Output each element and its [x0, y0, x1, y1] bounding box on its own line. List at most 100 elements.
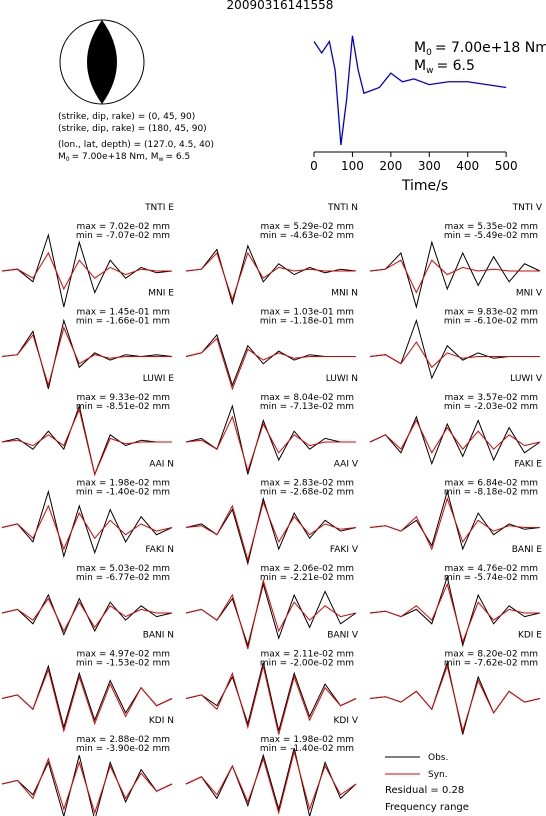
- mechanism-line: (lon., lat, depth) = (127.0, 4.5, 40): [58, 140, 214, 150]
- station-label: FAKI V: [330, 545, 359, 555]
- station-label: TNTI E: [144, 203, 174, 213]
- station-label: AAI N: [149, 460, 174, 470]
- syn-trace: [1, 597, 172, 633]
- min-label: min = -7.13e-02 mm: [260, 402, 354, 412]
- syn-trace: [369, 341, 540, 369]
- min-label: min = -6.10e-02 mm: [444, 317, 538, 327]
- min-label: min = -8.51e-02 mm: [76, 402, 170, 412]
- max-label: max = 1.45e-01 mm: [76, 308, 170, 318]
- syn-trace: [185, 578, 357, 650]
- min-label: min = -1.66e-01 mm: [76, 317, 170, 327]
- station-label: BANI N: [143, 631, 174, 641]
- mechanism-line: (strike, dip, rake) = (180, 45, 90): [58, 124, 207, 134]
- syn-trace: [185, 337, 356, 391]
- max-label: max = 4.97e-02 mm: [76, 650, 170, 660]
- max-label: max = 1.98e-02 mm: [76, 479, 170, 489]
- min-label: min = -1.53e-02 mm: [76, 659, 170, 669]
- obs-trace: [1, 233, 173, 308]
- obs-trace: [185, 747, 357, 816]
- min-label: min = -2.03e-02 mm: [444, 402, 538, 412]
- legend-label: Obs.: [428, 753, 448, 763]
- max-label: max = 4.76e-02 mm: [444, 564, 538, 574]
- max-label: max = 1.03e-01 mm: [260, 308, 354, 318]
- obs-trace: [369, 415, 541, 466]
- min-label: min = -2.68e-02 mm: [260, 488, 354, 498]
- obs-trace: [185, 404, 356, 475]
- min-label: min = -7.07e-02 mm: [76, 231, 170, 241]
- min-label: min = -1.40e-02 mm: [76, 488, 170, 498]
- obs-trace: [1, 664, 173, 730]
- max-label: max = 9.33e-02 mm: [76, 393, 170, 403]
- max-label: max = 2.83e-02 mm: [260, 479, 354, 489]
- beachball: [59, 19, 145, 105]
- max-label: max = 5.03e-02 mm: [76, 564, 170, 574]
- x-tick-label: 0: [310, 159, 318, 173]
- station-label: KDI N: [149, 716, 174, 726]
- x-tick-label: 200: [379, 159, 402, 173]
- syn-trace: [1, 251, 172, 291]
- legend-label: Syn.: [428, 770, 448, 780]
- max-label: max = 9.83e-02 mm: [444, 308, 538, 318]
- stf-line: [313, 35, 507, 146]
- syn-trace: [369, 582, 540, 644]
- syn-trace: [369, 664, 541, 733]
- syn-trace: [369, 497, 540, 551]
- station-label: BANI E: [512, 545, 543, 555]
- max-label: max = 2.88e-02 mm: [76, 735, 170, 745]
- moment-line: M0 = 7.00e+18 Nm, Mw = 6.5: [58, 152, 190, 163]
- title: 20090316141558: [227, 0, 334, 12]
- max-label: max = 7.02e-02 mm: [76, 222, 170, 232]
- station-label: FAKI N: [145, 545, 174, 555]
- x-tick-label: 300: [418, 159, 441, 173]
- max-label: max = 2.11e-02 mm: [260, 650, 354, 660]
- min-label: min = -1.40e-02 mm: [260, 744, 354, 754]
- min-label: min = -1.18e-01 mm: [260, 317, 354, 327]
- min-label: min = -6.77e-02 mm: [76, 573, 170, 583]
- station-label: AAI V: [334, 460, 359, 470]
- syn-trace: [1, 504, 173, 551]
- x-tick-label: 100: [341, 159, 364, 173]
- frequency: Frequency range: [385, 802, 469, 813]
- min-label: min = -2.21e-02 mm: [260, 573, 354, 583]
- max-label: max = 6.84e-02 mm: [444, 479, 538, 489]
- syn-trace: [1, 408, 172, 476]
- residual: Residual = 0.28: [385, 785, 464, 796]
- max-label: max = 5.29e-02 mm: [260, 222, 354, 232]
- syn-trace: [1, 326, 172, 388]
- stf-magnitude: Mw = 6.5: [414, 58, 475, 76]
- max-label: max = 8.20e-02 mm: [444, 650, 538, 660]
- x-tick-label: 500: [495, 159, 518, 173]
- mechanism-line: (strike, dip, rake) = (0, 45, 90): [58, 112, 195, 122]
- syn-trace: [1, 668, 173, 733]
- min-label: min = -5.74e-02 mm: [444, 573, 538, 583]
- station-label: FAKI E: [514, 460, 542, 470]
- max-label: max = 5.35e-02 mm: [444, 222, 538, 232]
- station-label: TNTI N: [327, 203, 358, 213]
- stf-moment: M0 = 7.00e+18 Nm: [414, 40, 546, 58]
- min-label: min = -8.18e-02 mm: [444, 488, 538, 498]
- station-label: TNTI V: [512, 203, 543, 213]
- station-label: MNI E: [148, 289, 174, 299]
- max-label: max = 8.04e-02 mm: [260, 393, 354, 403]
- station-label: KDI V: [333, 716, 358, 726]
- syn-trace: [185, 500, 357, 562]
- station-label: LUWI N: [326, 374, 358, 384]
- station-label: LUWI E: [143, 374, 175, 384]
- syn-trace: [185, 415, 356, 473]
- x-axis-label: Time/s: [401, 178, 448, 194]
- station-label: MNI N: [331, 289, 358, 299]
- min-label: min = -3.90e-02 mm: [76, 744, 170, 754]
- station-label: LUWI V: [510, 374, 543, 384]
- max-label: max = 2.06e-02 mm: [260, 564, 354, 574]
- min-label: min = -7.62e-02 mm: [444, 659, 538, 669]
- station-label: KDI E: [518, 631, 542, 641]
- max-label: max = 3.57e-02 mm: [444, 393, 538, 403]
- station-label: MNI V: [516, 289, 543, 299]
- min-label: min = -4.63e-02 mm: [260, 231, 354, 241]
- syn-trace: [185, 251, 356, 302]
- syn-trace: [369, 259, 540, 294]
- obs-trace: [369, 240, 541, 309]
- syn-trace: [185, 665, 357, 735]
- station-label: BANI V: [327, 631, 359, 641]
